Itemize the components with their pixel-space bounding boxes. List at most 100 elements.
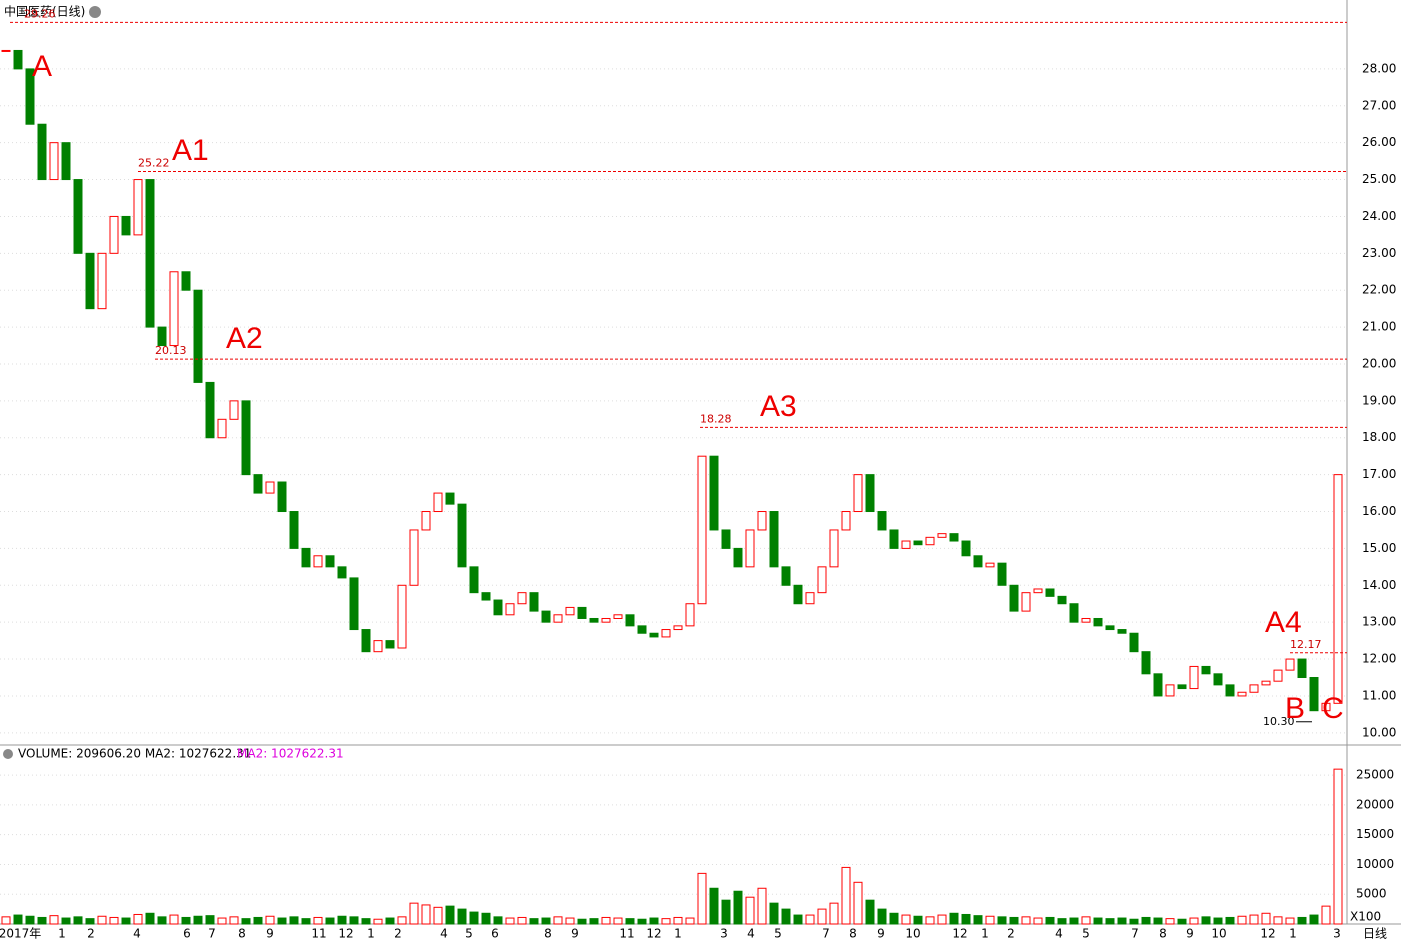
volume-bar: [1057, 918, 1067, 925]
candle: [997, 562, 1007, 586]
x-tick-label: 10: [1211, 927, 1226, 941]
candle: [13, 49, 23, 70]
candle: [325, 555, 335, 568]
y-tick-label: 17.00: [1362, 467, 1396, 481]
y-tick-label: 20000: [1356, 797, 1394, 811]
volume-bar: [829, 902, 839, 925]
volume-bar: [325, 917, 335, 925]
candle: [757, 511, 767, 531]
candle: [61, 142, 71, 181]
volume-bar: [1237, 915, 1247, 925]
x-tick-label: 1: [58, 927, 66, 941]
x-tick-label: 2: [87, 927, 95, 941]
volume-bar: [1309, 914, 1319, 925]
y-tick-label: 26.00: [1362, 135, 1396, 149]
y-tick-label: 13.00: [1362, 615, 1396, 629]
volume-bar: [469, 911, 479, 925]
x-tick-label: 4: [133, 927, 141, 941]
volume-bar: [445, 905, 455, 925]
volume-bar: [745, 896, 755, 925]
candle: [817, 566, 827, 594]
chart-title: 中国医药(日线): [4, 4, 85, 19]
candle: [121, 215, 131, 236]
volume-bar: [289, 916, 299, 925]
candle: [289, 511, 299, 549]
candle: [925, 536, 935, 546]
volume-bar: [553, 916, 563, 925]
candle: [1153, 673, 1163, 697]
candle: [721, 529, 731, 549]
volume-bar: [805, 914, 815, 925]
y-tick-label: 15.00: [1362, 541, 1396, 555]
volume-bar: [397, 916, 407, 925]
candle: [637, 625, 647, 634]
volume-bar: [841, 866, 851, 925]
volume-bar: [97, 915, 107, 925]
volume-bar: [1321, 905, 1331, 925]
x-tick-label: 8: [238, 927, 246, 941]
volume-bar: [409, 902, 419, 925]
volume-bar: [1081, 916, 1091, 925]
volume-bar: [1105, 918, 1115, 925]
volume-bar: [133, 913, 143, 925]
volume-bar: [265, 915, 275, 925]
menu-icon[interactable]: [3, 749, 13, 759]
annotation: A4: [1265, 606, 1302, 639]
candle: [409, 529, 419, 586]
candle: [649, 632, 659, 638]
candle: [985, 562, 995, 568]
y-tick-label: 11.00: [1362, 688, 1396, 702]
candle: [133, 179, 143, 236]
volume-bar: [1297, 916, 1307, 925]
volume-bar: [1009, 916, 1019, 925]
x-tick-label: 8: [544, 927, 552, 941]
candle: [1117, 629, 1127, 634]
menu-icon[interactable]: [89, 6, 101, 18]
volume-bar: [1285, 917, 1295, 925]
low-label: 10.30: [1263, 715, 1295, 728]
x-tick-label: 日线: [1363, 927, 1387, 941]
volume-bar: [769, 902, 779, 925]
candle: [505, 603, 515, 616]
candle: [865, 474, 875, 513]
candle: [1321, 702, 1331, 712]
candle: [601, 617, 611, 623]
volume-bar: [205, 915, 215, 925]
candle: [253, 474, 263, 494]
volume-bar: [1213, 917, 1223, 925]
volume-bar: [757, 887, 767, 925]
candle: [625, 614, 635, 627]
volume-bar: [541, 917, 551, 925]
volume-bar: [433, 906, 443, 925]
volume-bar: [793, 914, 803, 925]
volume-bar: [685, 917, 695, 925]
volume-bar: [961, 913, 971, 925]
candle: [217, 418, 227, 439]
candle: [241, 400, 251, 476]
volume-bar: [721, 899, 731, 925]
volume-bar: [889, 912, 899, 925]
volume-bar: [349, 916, 359, 925]
volume-bar: [709, 887, 719, 925]
candle: [229, 400, 239, 420]
x-tick-label: 9: [266, 927, 274, 941]
volume-bar: [517, 916, 527, 925]
volume-bar: [1165, 918, 1175, 925]
x-tick-label: 4: [747, 927, 755, 941]
candle: [1261, 680, 1271, 686]
candle: [1129, 632, 1139, 653]
volume-bar: [301, 918, 311, 925]
volume-bar: [493, 916, 503, 925]
volume-bar: [637, 918, 647, 925]
x-tick-label: 8: [1159, 927, 1167, 941]
candle: [145, 179, 155, 328]
ma-label: MA2: 1027622.31: [237, 747, 344, 761]
candle: [1093, 617, 1103, 627]
x-tick-label: 6: [183, 927, 191, 941]
volume-bar: [865, 899, 875, 925]
volume-bar: [505, 917, 515, 925]
candle: [1177, 684, 1187, 690]
volume-bar: [625, 918, 635, 925]
volume-bar: [229, 916, 239, 925]
volume-unit: X100: [1350, 910, 1381, 924]
